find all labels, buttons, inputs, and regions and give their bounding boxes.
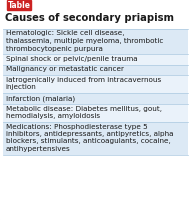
Bar [3,122,188,155]
Bar [3,75,188,94]
Text: Malignancy or metastatic cancer: Malignancy or metastatic cancer [6,66,124,73]
Text: Causes of secondary priapism: Causes of secondary priapism [5,13,174,23]
Bar [3,65,188,75]
Bar [3,104,188,122]
Bar [3,29,188,55]
Text: Medications: Phosphodiesterase type 5
inhibitors, antidepressants, antipyretics,: Medications: Phosphodiesterase type 5 in… [6,123,173,152]
Text: Spinal shock or pelvic/penile trauma: Spinal shock or pelvic/penile trauma [6,56,137,62]
FancyBboxPatch shape [7,0,32,11]
Bar [3,55,188,65]
Text: Table: Table [8,1,31,10]
Text: Infarction (malaria): Infarction (malaria) [6,95,75,101]
Bar [3,94,188,104]
Text: Metabolic disease: Diabetes mellitus, gout,
hemodialysis, amyloidosis: Metabolic disease: Diabetes mellitus, go… [6,106,162,119]
Text: Hematologic: Sickle cell disease,
thalassemia, multiple myeloma, thrombotic
thro: Hematologic: Sickle cell disease, thalas… [6,31,163,51]
Text: Iatrogenically induced from intracavernous
injection: Iatrogenically induced from intracaverno… [6,77,161,90]
